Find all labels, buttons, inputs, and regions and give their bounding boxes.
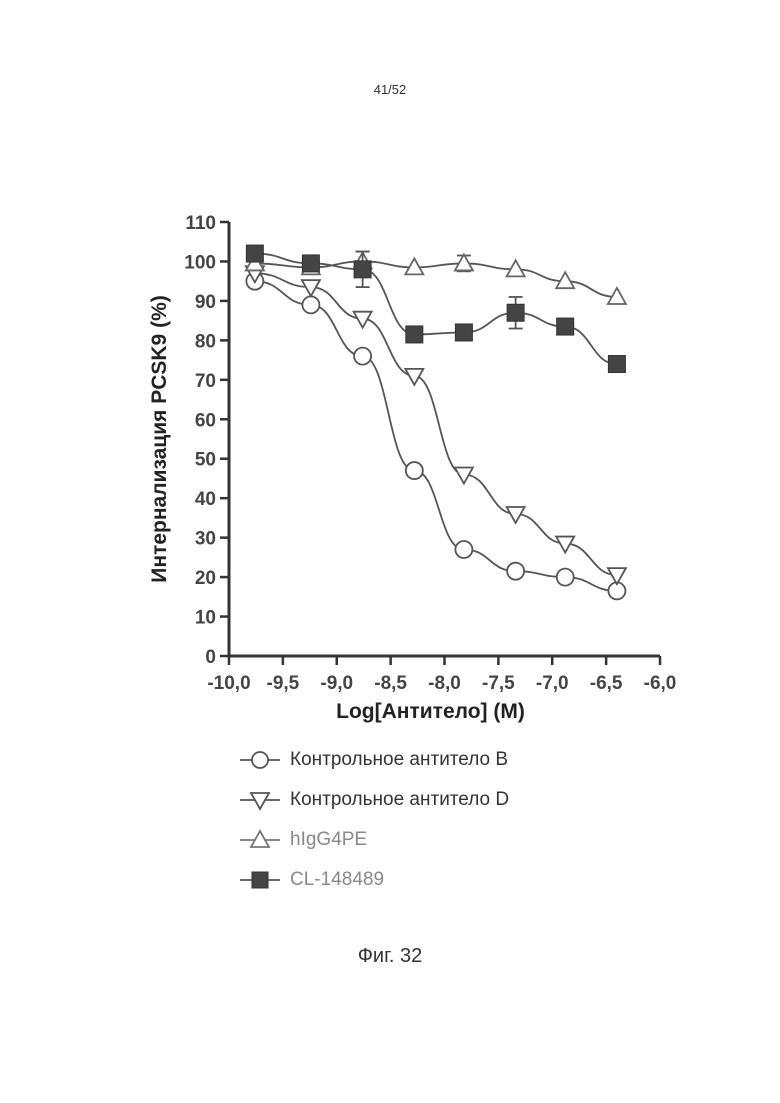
data-point	[455, 254, 473, 270]
triangle-up-marker-icon	[238, 825, 286, 855]
legend-item-cl-148489: CL-148489	[238, 860, 509, 900]
y-tick-label: 20	[195, 568, 216, 589]
y-tick-label: 70	[195, 371, 216, 392]
circle-marker-icon	[238, 745, 286, 775]
data-point	[507, 563, 524, 580]
legend-item-higg4pe: hIgG4PE	[238, 820, 509, 860]
x-tick-label: -9,0	[320, 673, 353, 694]
legend-label: hIgG4PE	[290, 829, 367, 851]
y-axis-title: Интернализация PCSK9 (%)	[148, 295, 171, 582]
data-point	[557, 569, 574, 586]
data-point	[507, 304, 524, 321]
data-point	[455, 324, 472, 341]
y-tick-label: 100	[184, 252, 216, 273]
data-point	[608, 356, 625, 373]
x-tick-label: -6,0	[644, 673, 677, 694]
legend-label: CL-148489	[290, 869, 384, 891]
data-point	[455, 541, 472, 558]
x-tick-label: -6,5	[590, 673, 623, 694]
y-tick-label: 0	[205, 647, 216, 668]
data-point	[405, 369, 423, 385]
data-point	[246, 245, 263, 262]
chart: 0102030405060708090100110 -10,0-9,5-9,0-…	[0, 0, 780, 740]
series-1	[246, 266, 626, 584]
triangle-down-marker-icon	[238, 785, 286, 815]
y-tick-label: 40	[195, 489, 216, 510]
data-point	[557, 318, 574, 335]
legend-label: Контрольное антитело D	[290, 789, 509, 811]
x-axis: -10,0 -9,5 -9,0 -8,5 -8,0 -7,5 -7,0 -6,5 -6,0	[207, 656, 676, 694]
x-axis-title: Log[Антитело] (M)	[336, 700, 525, 723]
y-tick-label: 50	[195, 450, 216, 471]
y-tick-label: 90	[195, 292, 216, 313]
x-tick-label: -7,5	[482, 673, 515, 694]
plot-area	[246, 245, 626, 599]
legend-label: Контрольное антитело B	[290, 749, 508, 771]
x-tick-label: -10,0	[207, 673, 250, 694]
data-point	[302, 255, 319, 272]
data-point	[608, 568, 626, 584]
y-tick-label: 80	[195, 331, 216, 352]
x-tick-label: -9,5	[267, 673, 300, 694]
data-point	[354, 261, 371, 278]
data-point	[406, 326, 423, 343]
y-tick-label: 30	[195, 529, 216, 550]
y-axis: 0 10 20 30 40 50 60 70 80 90 100 110	[184, 213, 229, 668]
legend: Контрольное антитело B Контрольное антит…	[238, 740, 509, 900]
figure-caption: Фиг. 32	[0, 945, 780, 968]
y-tick-label: 60	[195, 410, 216, 431]
x-tick-label: -7,0	[536, 673, 569, 694]
y-tick-label: 110	[185, 213, 216, 234]
y-tick-label: 10	[195, 608, 216, 629]
square-filled-marker-icon	[238, 865, 286, 895]
legend-item-control-antibody-b: Контрольное антитело B	[238, 740, 509, 780]
data-point	[302, 296, 319, 313]
legend-item-control-antibody-d: Контрольное антитело D	[238, 780, 509, 820]
x-tick-label: -8,5	[374, 673, 407, 694]
data-point	[354, 348, 371, 365]
x-tick-label: -8,0	[428, 673, 461, 694]
data-point	[406, 462, 423, 479]
